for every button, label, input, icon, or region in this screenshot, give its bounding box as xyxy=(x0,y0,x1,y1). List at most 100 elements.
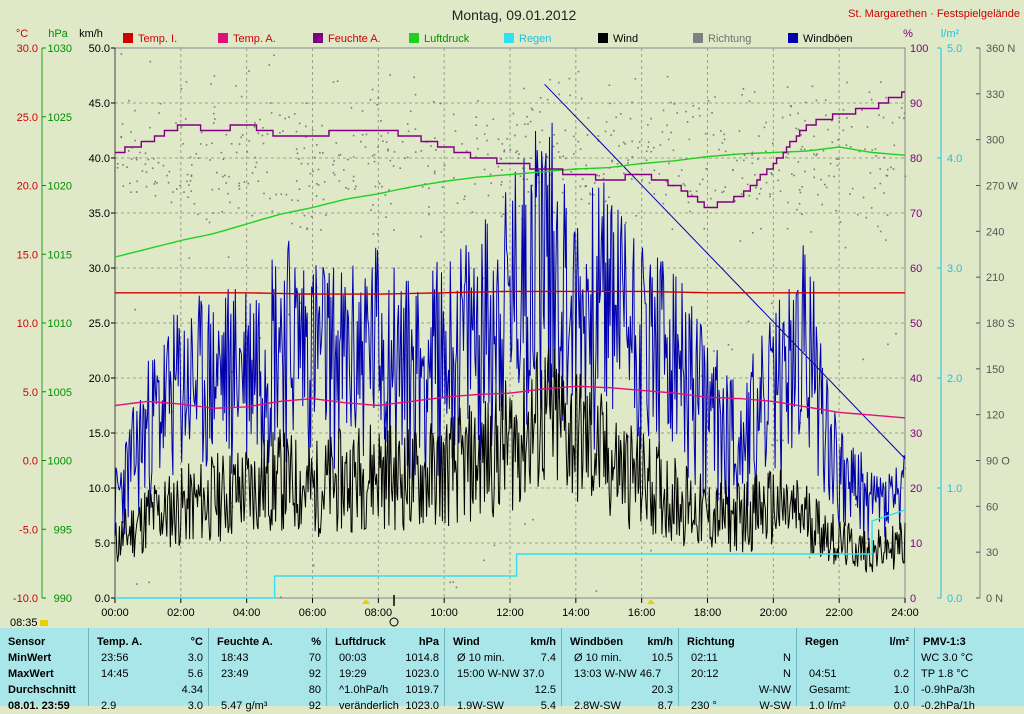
direction-dot xyxy=(798,202,801,205)
direction-dot xyxy=(384,194,387,196)
stats-cell-label: 20:12 xyxy=(691,668,719,680)
direction-dot xyxy=(222,175,224,178)
direction-dot xyxy=(180,125,183,128)
direction-dot xyxy=(476,137,478,140)
direction-dot xyxy=(373,160,376,163)
direction-dot xyxy=(387,148,389,151)
direction-tick-9: 90 O xyxy=(986,456,1010,468)
direction-dot xyxy=(741,177,744,179)
series-line-temp-a- xyxy=(114,385,906,419)
direction-dot xyxy=(692,104,695,107)
direction-dot xyxy=(698,107,700,110)
direction-dot xyxy=(713,350,715,352)
direction-dot xyxy=(159,102,162,105)
direction-dot xyxy=(631,140,633,143)
direction-dot xyxy=(883,192,885,194)
direction-dot xyxy=(376,233,379,235)
temp-tick-6: 0.0 xyxy=(23,456,38,468)
direction-dot xyxy=(824,183,826,186)
direction-dot xyxy=(577,70,580,73)
direction-dot xyxy=(145,171,148,173)
legend-swatch-7 xyxy=(788,33,798,43)
direction-dot xyxy=(401,141,404,143)
direction-dot xyxy=(136,180,138,183)
direction-dot xyxy=(743,154,746,156)
direction-dot xyxy=(309,172,312,175)
stats-cell: WC 3.0 °C xyxy=(921,652,974,664)
direction-dot xyxy=(404,157,406,160)
direction-dot xyxy=(152,157,155,160)
direction-dot xyxy=(517,157,519,160)
direction-dot xyxy=(833,175,835,178)
direction-dot xyxy=(869,172,872,174)
direction-dot xyxy=(727,344,730,346)
direction-dot xyxy=(477,100,479,102)
direction-dot xyxy=(882,116,885,119)
direction-dot xyxy=(570,170,573,173)
direction-dot xyxy=(300,162,303,165)
direction-dot xyxy=(311,129,314,131)
stats-row: 4.34 xyxy=(89,683,209,698)
stats-cell-label: 02:11 xyxy=(691,652,718,664)
direction-dot xyxy=(475,116,478,118)
direction-dot xyxy=(645,159,648,161)
grid xyxy=(115,48,905,598)
direction-dot xyxy=(230,143,233,145)
direction-dot xyxy=(598,174,600,177)
direction-dot xyxy=(427,165,429,167)
direction-dot xyxy=(662,535,665,538)
stats-header-label: Sensor xyxy=(8,636,46,648)
direction-dot xyxy=(747,320,750,323)
pressure-tick-6: 1000 xyxy=(48,456,72,468)
direction-dot xyxy=(781,116,784,119)
stats-cell-value: 70 xyxy=(308,652,321,664)
stats-cell-value: 1019.7 xyxy=(405,684,439,696)
direction-dot xyxy=(141,170,144,172)
direction-dot xyxy=(335,142,338,144)
direction-dot xyxy=(275,193,277,196)
direction-dot xyxy=(620,113,622,115)
direction-dot xyxy=(352,134,355,137)
direction-dot xyxy=(734,200,736,202)
direction-dot xyxy=(585,185,588,187)
stats-cell: MinWert xyxy=(8,652,52,664)
series-layer xyxy=(114,83,906,599)
direction-dot xyxy=(151,167,154,169)
direction-dot xyxy=(723,138,726,141)
direction-dot xyxy=(407,130,410,133)
direction-dot xyxy=(804,170,806,173)
direction-dot xyxy=(684,184,686,187)
direction-dot xyxy=(787,201,789,204)
direction-dot xyxy=(503,149,506,151)
stats-cell-value: 5.6 xyxy=(187,668,203,680)
direction-dot xyxy=(635,215,638,217)
direction-dot xyxy=(319,151,321,154)
stats-row: 13:03 W-NW 46.7 xyxy=(562,667,679,682)
direction-dot xyxy=(225,133,228,136)
pressure-tick-0: 1030 xyxy=(48,43,72,55)
direction-dot xyxy=(597,135,600,137)
direction-dot xyxy=(702,178,704,181)
direction-dot xyxy=(145,185,148,188)
direction-dot xyxy=(167,181,170,184)
direction-dot xyxy=(553,134,555,136)
legend-label-7: Windböen xyxy=(803,33,853,45)
direction-dot xyxy=(365,133,368,136)
rain-tick-1: 4.0 xyxy=(947,153,962,165)
direction-dot xyxy=(231,371,233,373)
stats-row: 19:29 1023.0 xyxy=(327,667,445,682)
direction-dot xyxy=(486,124,488,127)
stats-row: ^1.0hPa/h 1019.7 xyxy=(327,683,445,698)
direction-dot xyxy=(765,121,767,124)
direction-dot xyxy=(838,158,840,160)
stats-header-unit: km/h xyxy=(647,636,673,648)
direction-dot xyxy=(229,511,231,513)
direction-dot xyxy=(789,114,792,116)
direction-dot xyxy=(486,139,488,142)
direction-dot xyxy=(185,81,188,83)
direction-dot xyxy=(611,160,614,163)
direction-dot xyxy=(380,135,383,137)
direction-dot xyxy=(377,97,380,99)
direction-dot xyxy=(817,193,819,196)
humidity-tick-8: 20 xyxy=(910,483,922,495)
